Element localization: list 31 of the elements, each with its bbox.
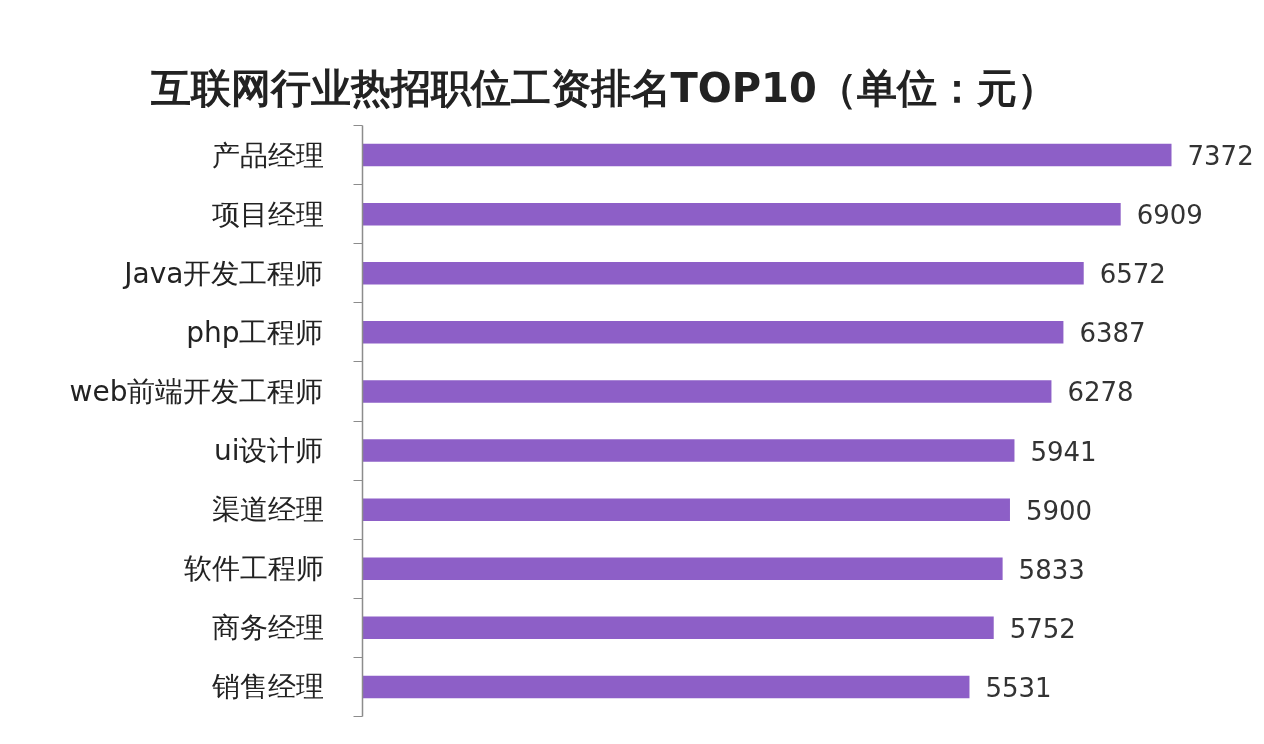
data-label: 5941 xyxy=(1030,436,1097,467)
bar xyxy=(362,675,970,699)
data-label: 5833 xyxy=(1018,554,1085,585)
data-label: 6572 xyxy=(1099,259,1166,290)
data-label: 6278 xyxy=(1067,377,1134,408)
bar xyxy=(362,616,994,640)
y-tick-label: 渠道经理 xyxy=(211,493,324,527)
bar xyxy=(362,557,1003,580)
y-tick-label: ui设计师 xyxy=(213,434,324,468)
y-tick-label: web前端开发工程师 xyxy=(69,374,324,408)
chart-title: 互联网行业热招职位工资排名TOP10（单位：元） xyxy=(149,64,1057,111)
y-tick-label: 产品经理 xyxy=(211,138,324,172)
data-label: 6909 xyxy=(1136,200,1203,231)
bar xyxy=(362,321,1064,344)
data-label: 7372 xyxy=(1187,141,1254,172)
data-label: 5531 xyxy=(985,672,1052,703)
y-tick-label: Java开发工程师 xyxy=(122,256,324,290)
y-tick-label: php工程师 xyxy=(186,315,324,349)
bar xyxy=(362,439,1015,462)
y-tick-label: 商务经理 xyxy=(211,611,324,645)
data-label: 5752 xyxy=(1009,613,1076,644)
bar xyxy=(362,262,1084,285)
data-label: 5900 xyxy=(1025,495,1093,526)
data-label: 6387 xyxy=(1079,318,1146,349)
bar xyxy=(362,202,1121,226)
y-tick-label: 销售经理 xyxy=(210,670,324,704)
y-tick-label: 软件工程师 xyxy=(183,552,324,586)
y-tick-label: 项目经理 xyxy=(211,197,324,231)
bar xyxy=(362,498,1010,521)
bar xyxy=(362,380,1052,403)
bar xyxy=(362,143,1172,167)
